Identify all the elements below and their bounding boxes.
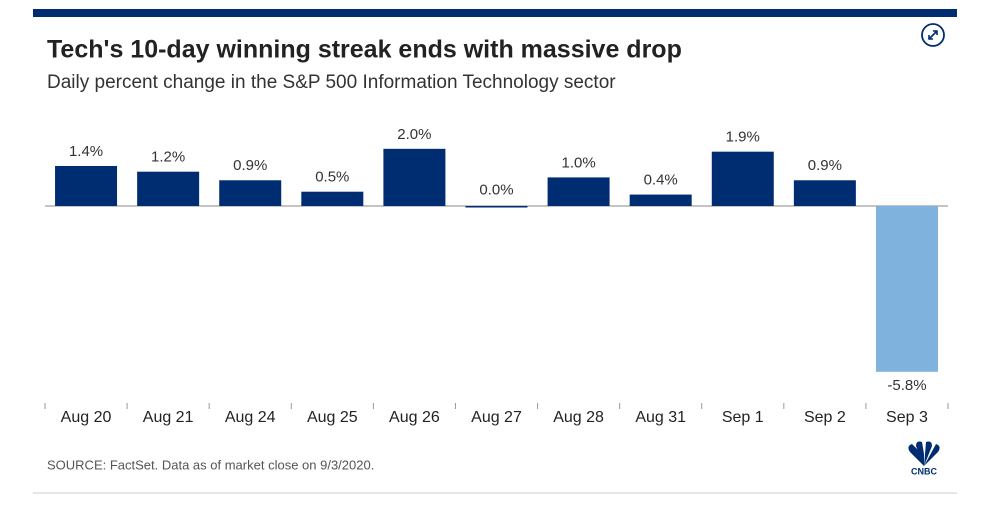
expand-icon[interactable] — [921, 23, 945, 47]
cnbc-logo: CNBC — [908, 441, 940, 476]
value-label: 1.9% — [726, 129, 760, 146]
bar — [55, 165, 118, 206]
x-tick-label: Sep 3 — [886, 409, 928, 426]
x-tick-label: Sep 2 — [804, 409, 846, 426]
x-tick-label: Aug 26 — [389, 409, 440, 426]
bar — [875, 206, 938, 372]
chart-subtitle: Daily percent change in the S&P 500 Info… — [47, 72, 616, 93]
value-label: 1.2% — [151, 149, 185, 166]
top-band — [33, 9, 957, 17]
source-note: SOURCE: FactSet. Data as of market close… — [47, 457, 374, 472]
value-label: 1.0% — [561, 154, 595, 171]
bar — [383, 148, 446, 206]
x-tick-label: Aug 20 — [61, 409, 112, 426]
bar — [711, 151, 774, 206]
value-label: 2.0% — [397, 126, 431, 143]
value-label: 0.5% — [315, 169, 349, 186]
x-tick-label: Sep 1 — [722, 409, 764, 426]
value-label: 0.9% — [808, 157, 842, 174]
bar — [465, 206, 528, 208]
bar — [629, 194, 692, 206]
bar — [137, 171, 200, 206]
bar — [301, 191, 364, 206]
value-label: 0.4% — [644, 172, 678, 189]
value-label: 1.4% — [69, 143, 103, 160]
bar — [547, 177, 610, 206]
value-label: 0.9% — [233, 157, 267, 174]
x-tick-label: Aug 25 — [307, 409, 358, 426]
x-tick-label: Aug 28 — [553, 409, 604, 426]
value-label: -5.8% — [887, 377, 926, 394]
bar — [219, 180, 282, 206]
value-label: 0.0% — [479, 181, 513, 198]
x-tick-label: Aug 31 — [635, 409, 686, 426]
chart-title: Tech's 10-day winning streak ends with m… — [47, 36, 682, 64]
logo-text: CNBC — [911, 466, 937, 476]
bar — [793, 180, 856, 206]
x-tick-label: Aug 27 — [471, 409, 522, 426]
x-tick-label: Aug 24 — [225, 409, 276, 426]
x-tick-label: Aug 21 — [143, 409, 194, 426]
